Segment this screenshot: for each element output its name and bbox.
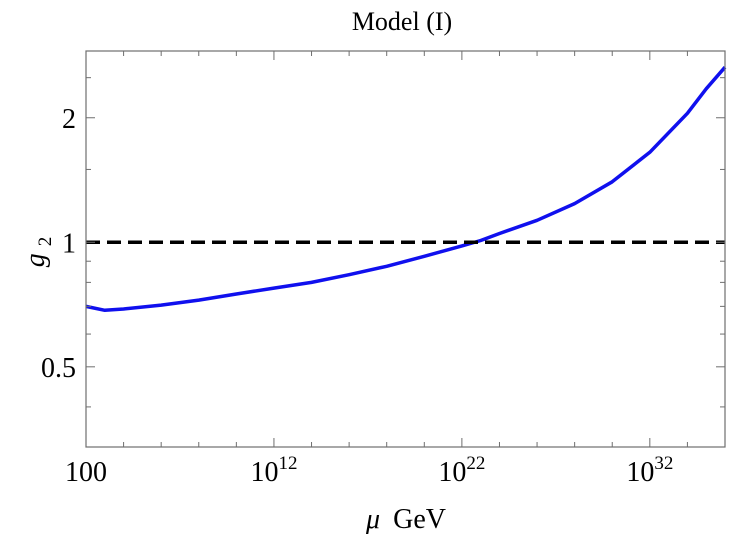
x-axis-label-unit: GeV	[393, 504, 446, 535]
x-axis-label-var: μ	[365, 504, 380, 535]
y-axis-label-base: g	[20, 253, 51, 267]
series-line	[85, 66, 727, 313]
x-axis-label: μ GeV	[365, 504, 446, 535]
x-tick-label: 1012	[250, 453, 297, 488]
y-axis-label: g 2	[20, 237, 56, 268]
y-tick-label: 2	[62, 104, 76, 135]
plot-frame	[85, 50, 726, 448]
y-tick-label: 0.5	[41, 353, 76, 384]
y-axis: 0.5 1 2	[41, 77, 725, 408]
x-axis: 100 1012 1022 1032	[65, 51, 726, 488]
x-tick-label: 1032	[626, 453, 673, 488]
x-tick-label: 100	[65, 457, 107, 488]
chart-title: Model (I)	[352, 7, 452, 36]
x-tick-label: 1022	[438, 453, 485, 488]
y-axis-label-sub: 2	[35, 237, 56, 247]
y-tick-label: 1	[62, 228, 76, 259]
